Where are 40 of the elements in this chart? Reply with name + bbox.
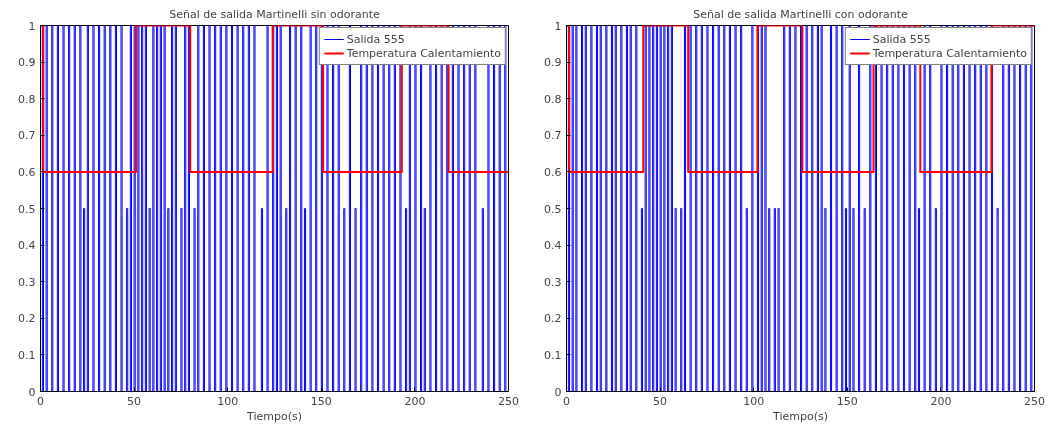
legend-label: Temperatura Calentamiento (872, 46, 1027, 60)
y-tick-label: 0.9 (18, 56, 36, 70)
x-tick-label: 200 (930, 394, 952, 408)
x-tick-label: 100 (743, 394, 765, 408)
y-tick-label: 0.5 (544, 202, 562, 216)
chart-title: Señal de salida Martinelli sin odorante (169, 7, 381, 21)
y-tick-label: 1 (28, 19, 36, 33)
y-tick-label: 1 (554, 19, 562, 33)
y-tick-label: 0 (28, 385, 36, 399)
x-axis-title: Tiempo(s) (246, 409, 302, 423)
x-tick-label: 200 (404, 394, 426, 408)
y-tick-label: 0.4 (18, 239, 36, 253)
x-tick-label: 150 (310, 394, 332, 408)
x-tick-label: 250 (1024, 394, 1045, 408)
x-tick-label: 50 (653, 394, 668, 408)
y-tick-label: 0.8 (18, 92, 36, 106)
y-tick-label: 0.5 (18, 202, 36, 216)
legend-label: Salida 555 (872, 32, 931, 46)
x-axis-title: Tiempo(s) (772, 409, 828, 423)
y-tick-label: 0.7 (544, 129, 562, 143)
y-tick-label: 0.1 (18, 348, 36, 362)
y-tick-label: 0 (554, 385, 562, 399)
legend-label: Salida 555 (346, 32, 405, 46)
y-tick-label: 0.4 (544, 239, 562, 253)
y-tick-label: 0.3 (544, 275, 562, 289)
chart-title: Señal de salida Martinelli con odorante (693, 7, 909, 21)
y-tick-label: 0.2 (18, 312, 36, 326)
y-tick-label: 0.6 (544, 165, 562, 179)
y-tick-label: 0.8 (544, 92, 562, 106)
y-tick-label: 0.6 (18, 165, 36, 179)
y-tick-label: 0.3 (18, 275, 36, 289)
y-tick-label: 0.2 (544, 312, 562, 326)
y-tick-label: 0.1 (544, 348, 562, 362)
legend-label: Temperatura Calentamiento (346, 46, 501, 60)
x-tick-label: 50 (127, 394, 142, 408)
y-tick-label: 0.9 (544, 56, 562, 70)
y-tick-label: 0.7 (18, 129, 36, 143)
x-tick-label: 250 (498, 394, 519, 408)
x-tick-label: 100 (217, 394, 239, 408)
x-tick-label: 150 (836, 394, 858, 408)
